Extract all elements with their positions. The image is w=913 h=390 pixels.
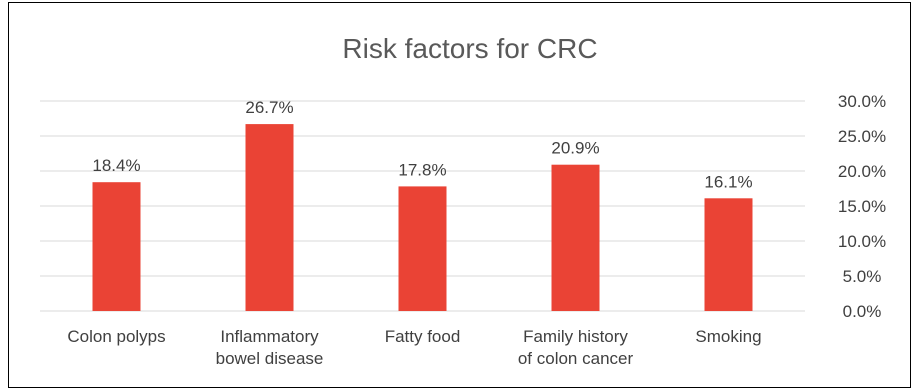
category-label-line: bowel disease [216,349,324,368]
x-axis-categories: Colon polyps Inflammatory bowel disease Fat… [67,327,761,368]
category-label: Colon polyps [67,327,165,346]
category-label-line: Inflammatory [220,327,319,346]
y-tick-label: 15.0% [838,197,886,216]
category-label-line: Colon polyps [67,327,165,346]
category-label-line: Fatty food [385,327,461,346]
bar [551,164,600,311]
data-label: 20.9% [551,139,599,158]
y-tick-label: 25.0% [838,127,886,146]
bar [398,186,447,311]
gridlines [40,100,805,312]
data-label: 17.8% [398,160,446,179]
category-label: Smoking [695,327,761,346]
category-label: Fatty food [385,327,461,346]
category-label: Inflammatory bowel disease [216,327,324,368]
bar [245,124,294,311]
data-label: 16.1% [704,172,752,191]
chart-title: Risk factors for CRC [342,33,597,64]
y-tick-label: 30.0% [838,92,886,111]
category-label-line: Smoking [695,327,761,346]
data-label: 26.7% [245,98,293,117]
bar [704,198,753,311]
y-tick-label: 10.0% [838,232,886,251]
category-label: Family history of colon cancer [518,327,634,368]
bar [92,182,141,311]
category-label-line: Family history [523,327,628,346]
y-tick-label: 20.0% [838,162,886,181]
data-label: 18.4% [92,156,140,175]
y-tick-label: 0.0% [843,302,882,321]
bars [92,124,753,311]
category-label-line: of colon cancer [518,349,634,368]
data-labels: 18.4% 26.7% 17.8% 20.9% 16.1% [92,98,752,191]
chart-frame [8,2,911,388]
y-axis-ticks: 0.0% 5.0% 10.0% 15.0% 20.0% 25.0% 30.0% [838,92,886,321]
y-tick-label: 5.0% [843,267,882,286]
